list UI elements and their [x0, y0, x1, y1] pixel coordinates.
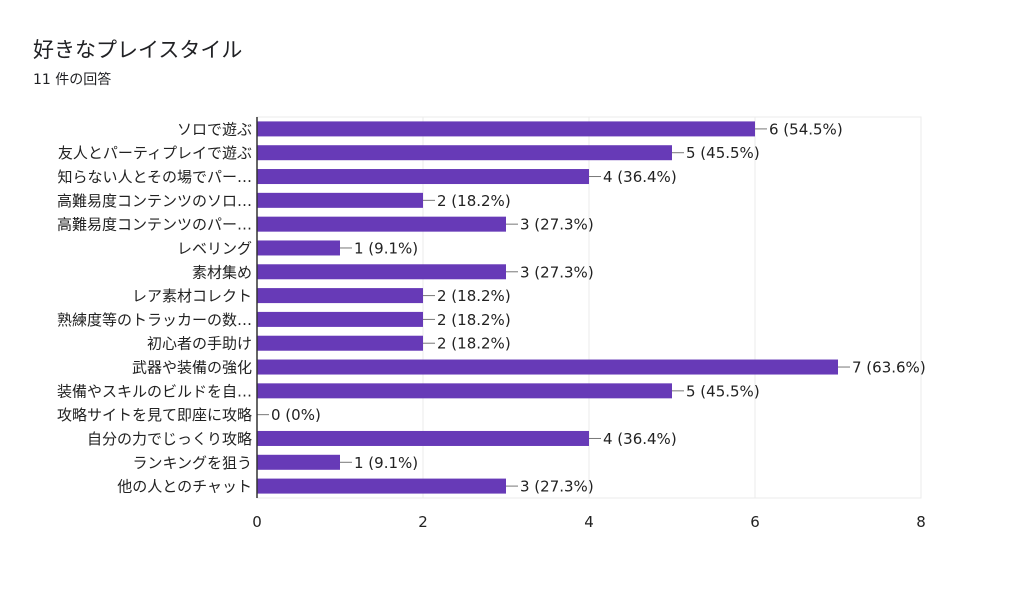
data-label: 4 (36.4%) — [603, 430, 677, 448]
category-label: 自分の力でじっくり攻略 — [87, 430, 252, 448]
x-tick-label: 6 — [750, 513, 760, 531]
data-label: 1 (9.1%) — [354, 239, 418, 257]
bar — [257, 216, 506, 232]
data-label: 2 (18.2%) — [437, 311, 511, 329]
data-label: 4 (36.4%) — [603, 168, 677, 186]
category-label: 他の人とのチャット — [117, 478, 252, 496]
bar — [257, 264, 506, 280]
bar — [257, 383, 672, 399]
category-label: レベリング — [177, 239, 252, 257]
bar — [257, 288, 423, 304]
category-label: ランキングを狙う — [132, 454, 252, 472]
data-label: 3 (27.3%) — [520, 216, 594, 234]
data-label: 6 (54.5%) — [769, 120, 843, 138]
x-tick-label: 0 — [252, 513, 262, 531]
data-label: 5 (45.5%) — [686, 382, 760, 400]
response-count: 11 件の回答 — [33, 72, 112, 88]
data-label: 5 (45.5%) — [686, 144, 760, 162]
category-label: 友人とパーティプレイで遊ぶ — [58, 144, 252, 162]
category-label: 高難易度コンテンツのソロ… — [57, 192, 252, 210]
bar — [257, 169, 589, 185]
bar — [257, 454, 340, 470]
x-tick-label: 8 — [916, 513, 926, 531]
bar — [257, 335, 423, 351]
bar — [257, 121, 755, 137]
category-label: 高難易度コンテンツのパー… — [57, 216, 252, 234]
category-label: 知らない人とその場でパー… — [57, 168, 252, 186]
data-label: 2 (18.2%) — [437, 192, 511, 210]
bar — [257, 311, 423, 327]
category-label: 初心者の手助け — [147, 335, 252, 353]
data-label: 3 (27.3%) — [520, 478, 594, 496]
data-label: 3 (27.3%) — [520, 263, 594, 281]
category-label: レア素材コレクト — [132, 287, 252, 305]
category-label: 攻略サイトを見て即座に攻略 — [57, 406, 252, 424]
bar — [257, 359, 838, 375]
bar — [257, 192, 423, 208]
x-tick-label: 2 — [418, 513, 428, 531]
chart-title: 好きなプレイスタイル — [33, 38, 243, 62]
category-label: ソロで遊ぶ — [177, 120, 252, 138]
bar — [257, 430, 589, 446]
category-label: 熟練度等のトラッカーの数… — [57, 311, 252, 329]
data-label: 7 (63.6%) — [852, 359, 926, 377]
x-tick-label: 4 — [584, 513, 594, 531]
category-label: 武器や装備の強化 — [132, 359, 252, 377]
bar — [257, 478, 506, 494]
category-label: 装備やスキルのビルドを自… — [57, 382, 252, 400]
data-label: 0 (0%) — [271, 406, 321, 424]
data-label: 1 (9.1%) — [354, 454, 418, 472]
bar — [257, 145, 672, 161]
data-label: 2 (18.2%) — [437, 335, 511, 353]
category-label: 素材集め — [192, 263, 252, 281]
bar — [257, 240, 340, 256]
data-label: 2 (18.2%) — [437, 287, 511, 305]
